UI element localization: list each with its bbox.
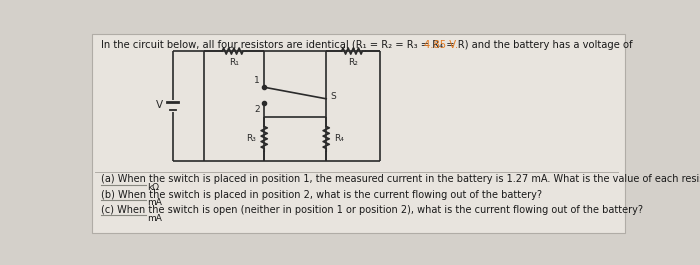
Text: kΩ: kΩ bbox=[147, 183, 159, 192]
Text: (c) When the switch is open (neither in position 1 or position 2), what is the c: (c) When the switch is open (neither in … bbox=[102, 205, 643, 215]
Text: 1: 1 bbox=[254, 76, 260, 85]
Text: 4.85 V.: 4.85 V. bbox=[424, 40, 458, 50]
Text: V: V bbox=[156, 100, 163, 109]
Text: R₂: R₂ bbox=[349, 58, 358, 67]
Text: mA: mA bbox=[147, 198, 162, 207]
Text: In the circuit below, all four resistors are identical (R₁ = R₂ = R₃ = R₄ = R) a: In the circuit below, all four resistors… bbox=[102, 40, 636, 50]
Text: 2: 2 bbox=[254, 105, 260, 114]
Text: mA: mA bbox=[147, 214, 162, 223]
FancyBboxPatch shape bbox=[92, 34, 624, 233]
Text: (a) When the switch is placed in position 1, the measured current in the battery: (a) When the switch is placed in positio… bbox=[102, 174, 700, 184]
Text: R₃: R₃ bbox=[246, 134, 256, 143]
Text: (b) When the switch is placed in position 2, what is the current flowing out of : (b) When the switch is placed in positio… bbox=[102, 191, 542, 200]
Text: R₄: R₄ bbox=[334, 134, 344, 143]
Text: S: S bbox=[330, 92, 336, 101]
Text: R₁: R₁ bbox=[229, 58, 239, 67]
